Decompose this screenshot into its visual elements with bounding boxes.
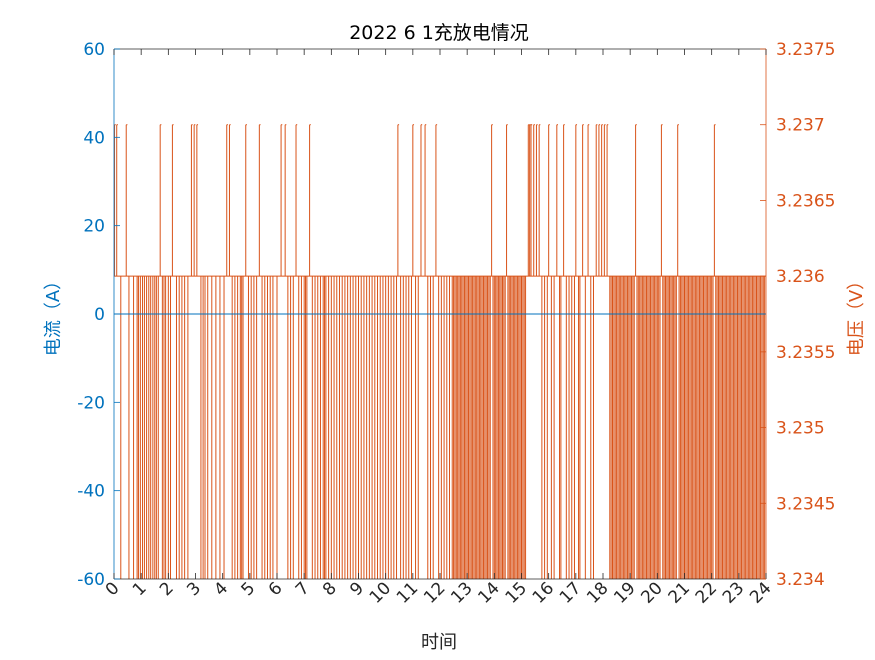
left-y-axis-label: 电流（A） bbox=[43, 272, 64, 356]
left-y-tick-label: -60 bbox=[77, 570, 105, 590]
right-y-tick-label: 3.237 bbox=[776, 116, 825, 136]
left-y-tick-label: 0 bbox=[94, 305, 105, 325]
right-y-tick-label: 3.2375 bbox=[776, 40, 835, 60]
right-y-axis-label: 电压（V） bbox=[846, 272, 867, 356]
left-y-tick-label: -40 bbox=[77, 482, 105, 502]
left-y-tick-label: 40 bbox=[83, 128, 105, 148]
right-y-tick-label: 3.234 bbox=[776, 570, 825, 590]
right-y-tick-label: 3.2355 bbox=[776, 343, 835, 363]
plot-area bbox=[114, 124, 766, 579]
x-axis-label: 时间 bbox=[421, 632, 457, 653]
right-y-tick-label: 3.235 bbox=[776, 419, 825, 439]
chart-title: 2022 6 1充放电情况 bbox=[349, 22, 529, 44]
left-y-tick-label: 60 bbox=[83, 40, 105, 60]
left-y-tick-label: 20 bbox=[83, 217, 105, 237]
right-y-tick-label: 3.236 bbox=[776, 267, 825, 287]
right-y-tick-label: 3.2365 bbox=[776, 191, 835, 211]
left-y-tick-label: -20 bbox=[77, 393, 105, 413]
right-y-tick-label: 3.2345 bbox=[776, 494, 835, 514]
